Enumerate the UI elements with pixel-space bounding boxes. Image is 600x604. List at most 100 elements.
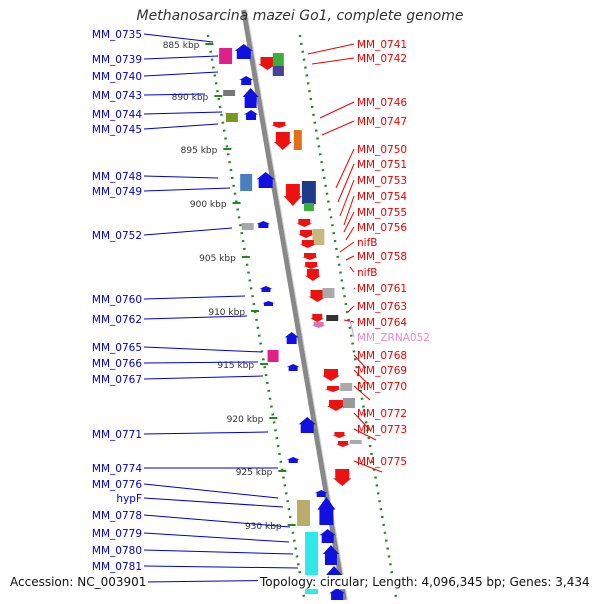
leader-line [143, 532, 290, 543]
gene-block [225, 113, 238, 122]
leader-line [143, 565, 299, 569]
leader-line [337, 163, 355, 203]
forward-gene-arrow [256, 172, 275, 188]
leader-line [353, 287, 356, 290]
scale-tick-label: 910 kbp [208, 308, 245, 318]
forward-gene-arrow [319, 529, 336, 543]
gene-label-forward: MM_0766 [92, 358, 142, 370]
gene-block [326, 315, 339, 321]
gene-label-reverse: MM_0761 [357, 283, 407, 295]
reverse-gene-arrow [296, 219, 313, 227]
leader-line [143, 431, 269, 435]
reverse-gene-arrow [333, 469, 352, 486]
gene-block [241, 223, 254, 230]
scale-tick-label: 905 kbp [199, 254, 236, 264]
leader-line [143, 55, 219, 60]
forward-gene-arrow [239, 76, 254, 85]
topology-text: Topology: circular; Length: 4,096,345 bp… [258, 575, 592, 589]
leader-line [143, 361, 259, 364]
forward-gene-arrow [234, 44, 253, 59]
scale-tick-label: 885 kbp [163, 41, 200, 51]
leader-line [143, 375, 264, 380]
leader-line [353, 460, 383, 473]
gene-label-forward: MM_0745 [92, 124, 142, 136]
gene-label-reverse: MM_0750 [357, 144, 407, 156]
gene-block-steel [240, 174, 253, 191]
leader-line [345, 226, 355, 241]
reverse-gene-arrow [308, 290, 327, 302]
gene-label-forward: hypF [116, 493, 142, 505]
leader-line [339, 179, 355, 217]
gene-label-reverse: MM_0763 [357, 301, 407, 313]
leader-line [143, 483, 279, 499]
leader-line [349, 266, 355, 273]
leader-line [143, 175, 219, 179]
gene-block-orange [293, 130, 302, 150]
scale-tick-label: 925 kbp [236, 468, 273, 478]
leader-line [143, 33, 214, 43]
leader-line [143, 187, 231, 192]
gene-label-forward: MM_0739 [92, 54, 142, 66]
gene-block-magenta [267, 350, 279, 362]
gene-label-reverse: nifB [357, 267, 377, 279]
gene-block-green [272, 53, 284, 76]
reverse-gene-arrow [273, 132, 292, 150]
reverse-gene-arrow [324, 386, 341, 392]
forward-gene-arrow [329, 588, 346, 600]
label-leader-lines [143, 33, 383, 583]
gene-block-green [303, 203, 314, 211]
gene-label-forward: MM_0765 [92, 342, 142, 354]
gene-label-forward: MM_0774 [92, 463, 142, 475]
reverse-gene-arrow [283, 184, 302, 206]
reverse-gene-arrow [332, 432, 347, 438]
gene-label-reverse: MM_0764 [357, 317, 407, 329]
gene-block-khaki [312, 229, 325, 245]
gene-label-reverse: MM_0754 [357, 191, 407, 203]
leader-line [347, 305, 355, 313]
gene-block [322, 288, 335, 298]
gene-label-reverse: MM_0758 [357, 251, 407, 263]
gene-label-forward: MM_0752 [92, 230, 142, 242]
leader-line [339, 241, 355, 253]
reverse-gene-arrow [321, 369, 340, 381]
leader-line [353, 412, 371, 431]
gene-features [219, 44, 362, 600]
gene-label-forward: MM_0749 [92, 186, 142, 198]
leader-line [311, 57, 355, 65]
scale-tick-label: 895 kbp [181, 146, 218, 156]
gene-label-reverse: MM_0770 [357, 381, 407, 393]
gene-label-forward: MM_0767 [92, 374, 142, 386]
scale-tick-label: 915 kbp [217, 361, 254, 371]
gene-label-reverse: MM_0773 [357, 424, 407, 436]
gene-label-forward: MM_0744 [92, 109, 142, 121]
gene-label-reverse: MM_0753 [357, 175, 407, 187]
leader-line [143, 346, 263, 353]
gene-block-magenta [219, 48, 233, 64]
leader-line [353, 385, 371, 401]
leader-line [307, 43, 355, 55]
reverse-gene-arrow [303, 262, 320, 269]
reverse-gene-arrow [271, 122, 288, 128]
gene-labels: MM_0735 MM_0739 MM_0740 MM_0743 MM_0744 MM_07… [92, 29, 430, 589]
leader-line [345, 255, 355, 261]
forward-gene-arrow [244, 110, 259, 120]
gene-label-forward: MM_0780 [92, 545, 142, 557]
forward-gene-arrow [286, 457, 300, 463]
gene-label-reverse: MM_0747 [357, 116, 407, 128]
leader-line [143, 514, 291, 528]
gene-label-reverse: MM_0768 [357, 350, 407, 362]
reverse-gene-arrow [258, 57, 277, 70]
leader-line [353, 428, 377, 441]
gene-label-forward: MM_0781 [92, 561, 142, 573]
leader-line [143, 111, 223, 115]
forward-gene-arrow [322, 545, 339, 565]
gene-label-reverse: MM_0751 [357, 159, 407, 171]
gene-label-reverse: MM_0775 [357, 456, 407, 468]
forward-gene-arrow [286, 364, 300, 371]
gene-block [342, 398, 355, 408]
gene-block-khaki [297, 500, 311, 526]
gene-block-navy [301, 181, 316, 204]
leader-line [143, 497, 284, 508]
reverse-gene-arrow [299, 240, 316, 248]
